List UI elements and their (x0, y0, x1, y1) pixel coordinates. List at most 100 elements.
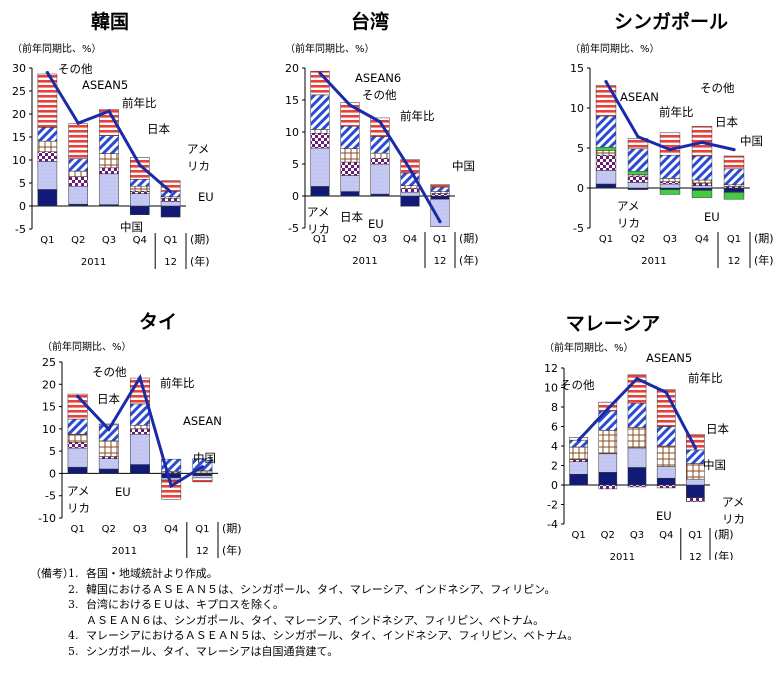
note-text: 韓国におけるＡＳＥＡＮ５は、シンガポール、タイ、マレーシア、インドネシア、フィリ… (86, 582, 556, 596)
series-annotation: 中国 (703, 458, 726, 472)
y-axis-label: （前年同期比、%） (285, 42, 375, 55)
note-line-4: ＡＳＥＡＮ６は、シンガポール、タイ、マレーシア、インドネシア、フィリピン、ベトナ… (30, 613, 578, 629)
bar-segment-china (569, 461, 588, 475)
bar-segment-asean (67, 418, 88, 435)
year-label: 12 (689, 552, 702, 560)
total-point (668, 148, 672, 152)
note-text: マレーシアにおけるＡＳＥＡＮ５は、シンガポール、タイ、インドネシア、フィリピン、… (86, 629, 579, 642)
total-point (577, 438, 581, 442)
x-tick-label: Q3 (102, 235, 116, 246)
x-tick-label: Q3 (663, 234, 677, 245)
period-label: (期) (459, 232, 479, 245)
total-point (635, 377, 639, 381)
bar-segment-eu (130, 464, 150, 474)
bar-segment-china (627, 182, 649, 189)
bar-segment-china (656, 466, 676, 479)
series-annotation: その他 (560, 378, 595, 392)
series-annotation: ASEAN5 (646, 351, 692, 365)
notes-head: （備考） (30, 567, 74, 580)
total-point (606, 407, 610, 411)
series-annotation: リカ (722, 512, 745, 526)
x-tick-label: Q1 (70, 524, 84, 535)
year-unit-label: (年) (714, 549, 734, 560)
bar-segment-other (98, 423, 119, 426)
bar-segment-china (310, 147, 330, 187)
bar-segment-asean (340, 125, 360, 149)
bar-segment-asean (627, 402, 647, 428)
year-label: 12 (728, 256, 741, 267)
y-axis-label: （前年同期比、%） (42, 340, 132, 353)
bar-segment-eu (686, 484, 705, 498)
series-annotation: ASEAN (620, 90, 659, 104)
series-annotation: 日本 (147, 122, 170, 136)
series-annotation: 前年比 (122, 96, 157, 110)
total-point (693, 446, 698, 450)
series-annotation: EU (656, 509, 672, 523)
bar-segment-usa (310, 133, 330, 149)
bar-segment-asean (659, 154, 681, 179)
bar-segment-eu (656, 477, 676, 486)
bar-segment-japan (98, 440, 119, 457)
bar-segment-asean (430, 186, 450, 192)
bar-segment-eu (723, 187, 745, 193)
note-number: 1. (68, 567, 79, 580)
bar-segment-china (160, 201, 181, 207)
series-annotation: リカ (307, 222, 330, 236)
bar-segment-japan (370, 152, 390, 159)
series-annotation: リカ (617, 216, 640, 230)
y-tick-label: 20 (285, 62, 299, 75)
note-number: 4. (68, 629, 79, 642)
note-line-6: 5. シンガポール、タイ、マレーシアは自国通貨建て。 (30, 644, 578, 660)
bar-segment-other (192, 477, 213, 483)
chart-title: 韓国 (91, 10, 129, 33)
bar-segment-usa (98, 456, 119, 459)
y-tick-label: 5 (49, 445, 56, 458)
bar-segment-eu (569, 474, 588, 486)
year-label: 2011 (641, 256, 666, 267)
chart-title: シンガポール (614, 10, 728, 33)
bar-segment-japan (659, 178, 681, 182)
bar-segment-green (595, 146, 617, 151)
bar-segment-china (400, 191, 420, 197)
bar-segment-china (67, 447, 88, 468)
bar-segment-eu (161, 473, 182, 479)
bar-segment-china (161, 477, 182, 481)
bar-segment-asean (656, 426, 676, 447)
bar-segment-usa (691, 182, 713, 186)
series-annotation: アメ (617, 199, 639, 213)
y-tick-label: 10 (285, 126, 299, 139)
bar-segment-china (691, 185, 713, 189)
bar-segment-usa (68, 176, 88, 187)
bar-segment-asean (723, 168, 745, 186)
total-point (636, 135, 640, 139)
bar-segment-eu (192, 473, 213, 476)
bar-segment-eu (400, 195, 420, 207)
bar-segment-asean (686, 449, 705, 464)
total-point (138, 376, 142, 380)
bar-segment-japan (99, 153, 119, 169)
y-tick-label: -10 (38, 512, 56, 525)
total-point (318, 71, 322, 75)
total-point (438, 220, 442, 224)
bar-segment-china (68, 185, 88, 205)
bar-segment-china (627, 447, 647, 468)
series-annotation: アメ (722, 495, 744, 509)
year-label: 2011 (112, 546, 137, 557)
bar-segment-china (99, 173, 119, 205)
total-point (76, 121, 80, 125)
bar-segment-china (98, 458, 119, 470)
x-tick-label: Q1 (40, 235, 54, 246)
y-tick-label: 15 (42, 401, 56, 414)
bar-segment-japan (686, 463, 705, 480)
total-point (45, 71, 50, 75)
series-annotation: 日本 (340, 210, 363, 224)
y-axis-label: （前年同期比、%） (12, 42, 102, 55)
bar-segment-usa (67, 441, 88, 449)
bar-segment-usa (37, 151, 58, 162)
bar-segment-usa (656, 484, 676, 489)
series-annotation: アメ (187, 142, 209, 156)
bar-segment-usa (99, 167, 119, 175)
series-annotation: 中国 (740, 134, 763, 148)
bar-segment-asean (99, 135, 119, 154)
year-unit-label: (年) (459, 253, 479, 267)
